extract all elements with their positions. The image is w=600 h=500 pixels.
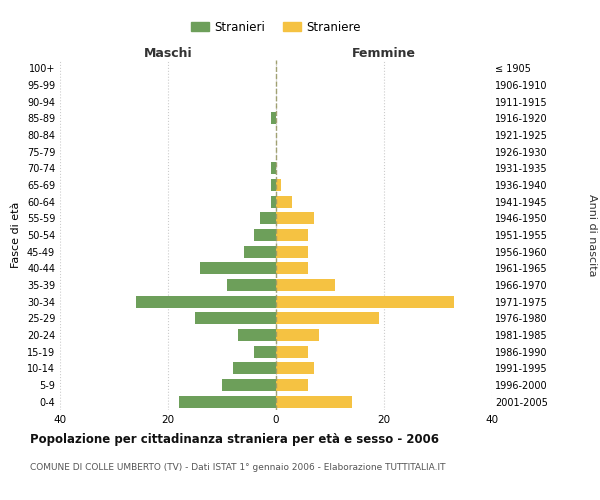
Bar <box>276 212 314 224</box>
Bar <box>271 162 276 174</box>
Bar <box>276 362 314 374</box>
Bar <box>179 396 276 407</box>
Text: Femmine: Femmine <box>352 47 416 60</box>
Bar <box>222 379 276 391</box>
Bar <box>254 229 276 241</box>
Bar <box>276 196 292 207</box>
Bar <box>244 246 276 258</box>
Bar <box>200 262 276 274</box>
Bar <box>276 229 308 241</box>
Text: COMUNE DI COLLE UMBERTO (TV) - Dati ISTAT 1° gennaio 2006 - Elaborazione TUTTITA: COMUNE DI COLLE UMBERTO (TV) - Dati ISTA… <box>30 462 445 471</box>
Bar <box>276 346 308 358</box>
Bar <box>136 296 276 308</box>
Bar <box>276 312 379 324</box>
Bar <box>271 112 276 124</box>
Legend: Stranieri, Straniere: Stranieri, Straniere <box>186 16 366 38</box>
Bar <box>238 329 276 341</box>
Bar <box>276 262 308 274</box>
Bar <box>271 196 276 207</box>
Bar <box>276 329 319 341</box>
Bar <box>254 346 276 358</box>
Bar <box>276 379 308 391</box>
Bar <box>276 279 335 291</box>
Bar <box>195 312 276 324</box>
Y-axis label: Fasce di età: Fasce di età <box>11 202 21 268</box>
Bar <box>276 179 281 191</box>
Text: Popolazione per cittadinanza straniera per età e sesso - 2006: Popolazione per cittadinanza straniera p… <box>30 432 439 446</box>
Bar <box>260 212 276 224</box>
Text: Maschi: Maschi <box>143 47 193 60</box>
Bar <box>227 279 276 291</box>
Bar <box>233 362 276 374</box>
Bar <box>276 296 454 308</box>
Bar <box>276 246 308 258</box>
Text: Anni di nascita: Anni di nascita <box>587 194 597 276</box>
Bar <box>276 396 352 407</box>
Bar <box>271 179 276 191</box>
